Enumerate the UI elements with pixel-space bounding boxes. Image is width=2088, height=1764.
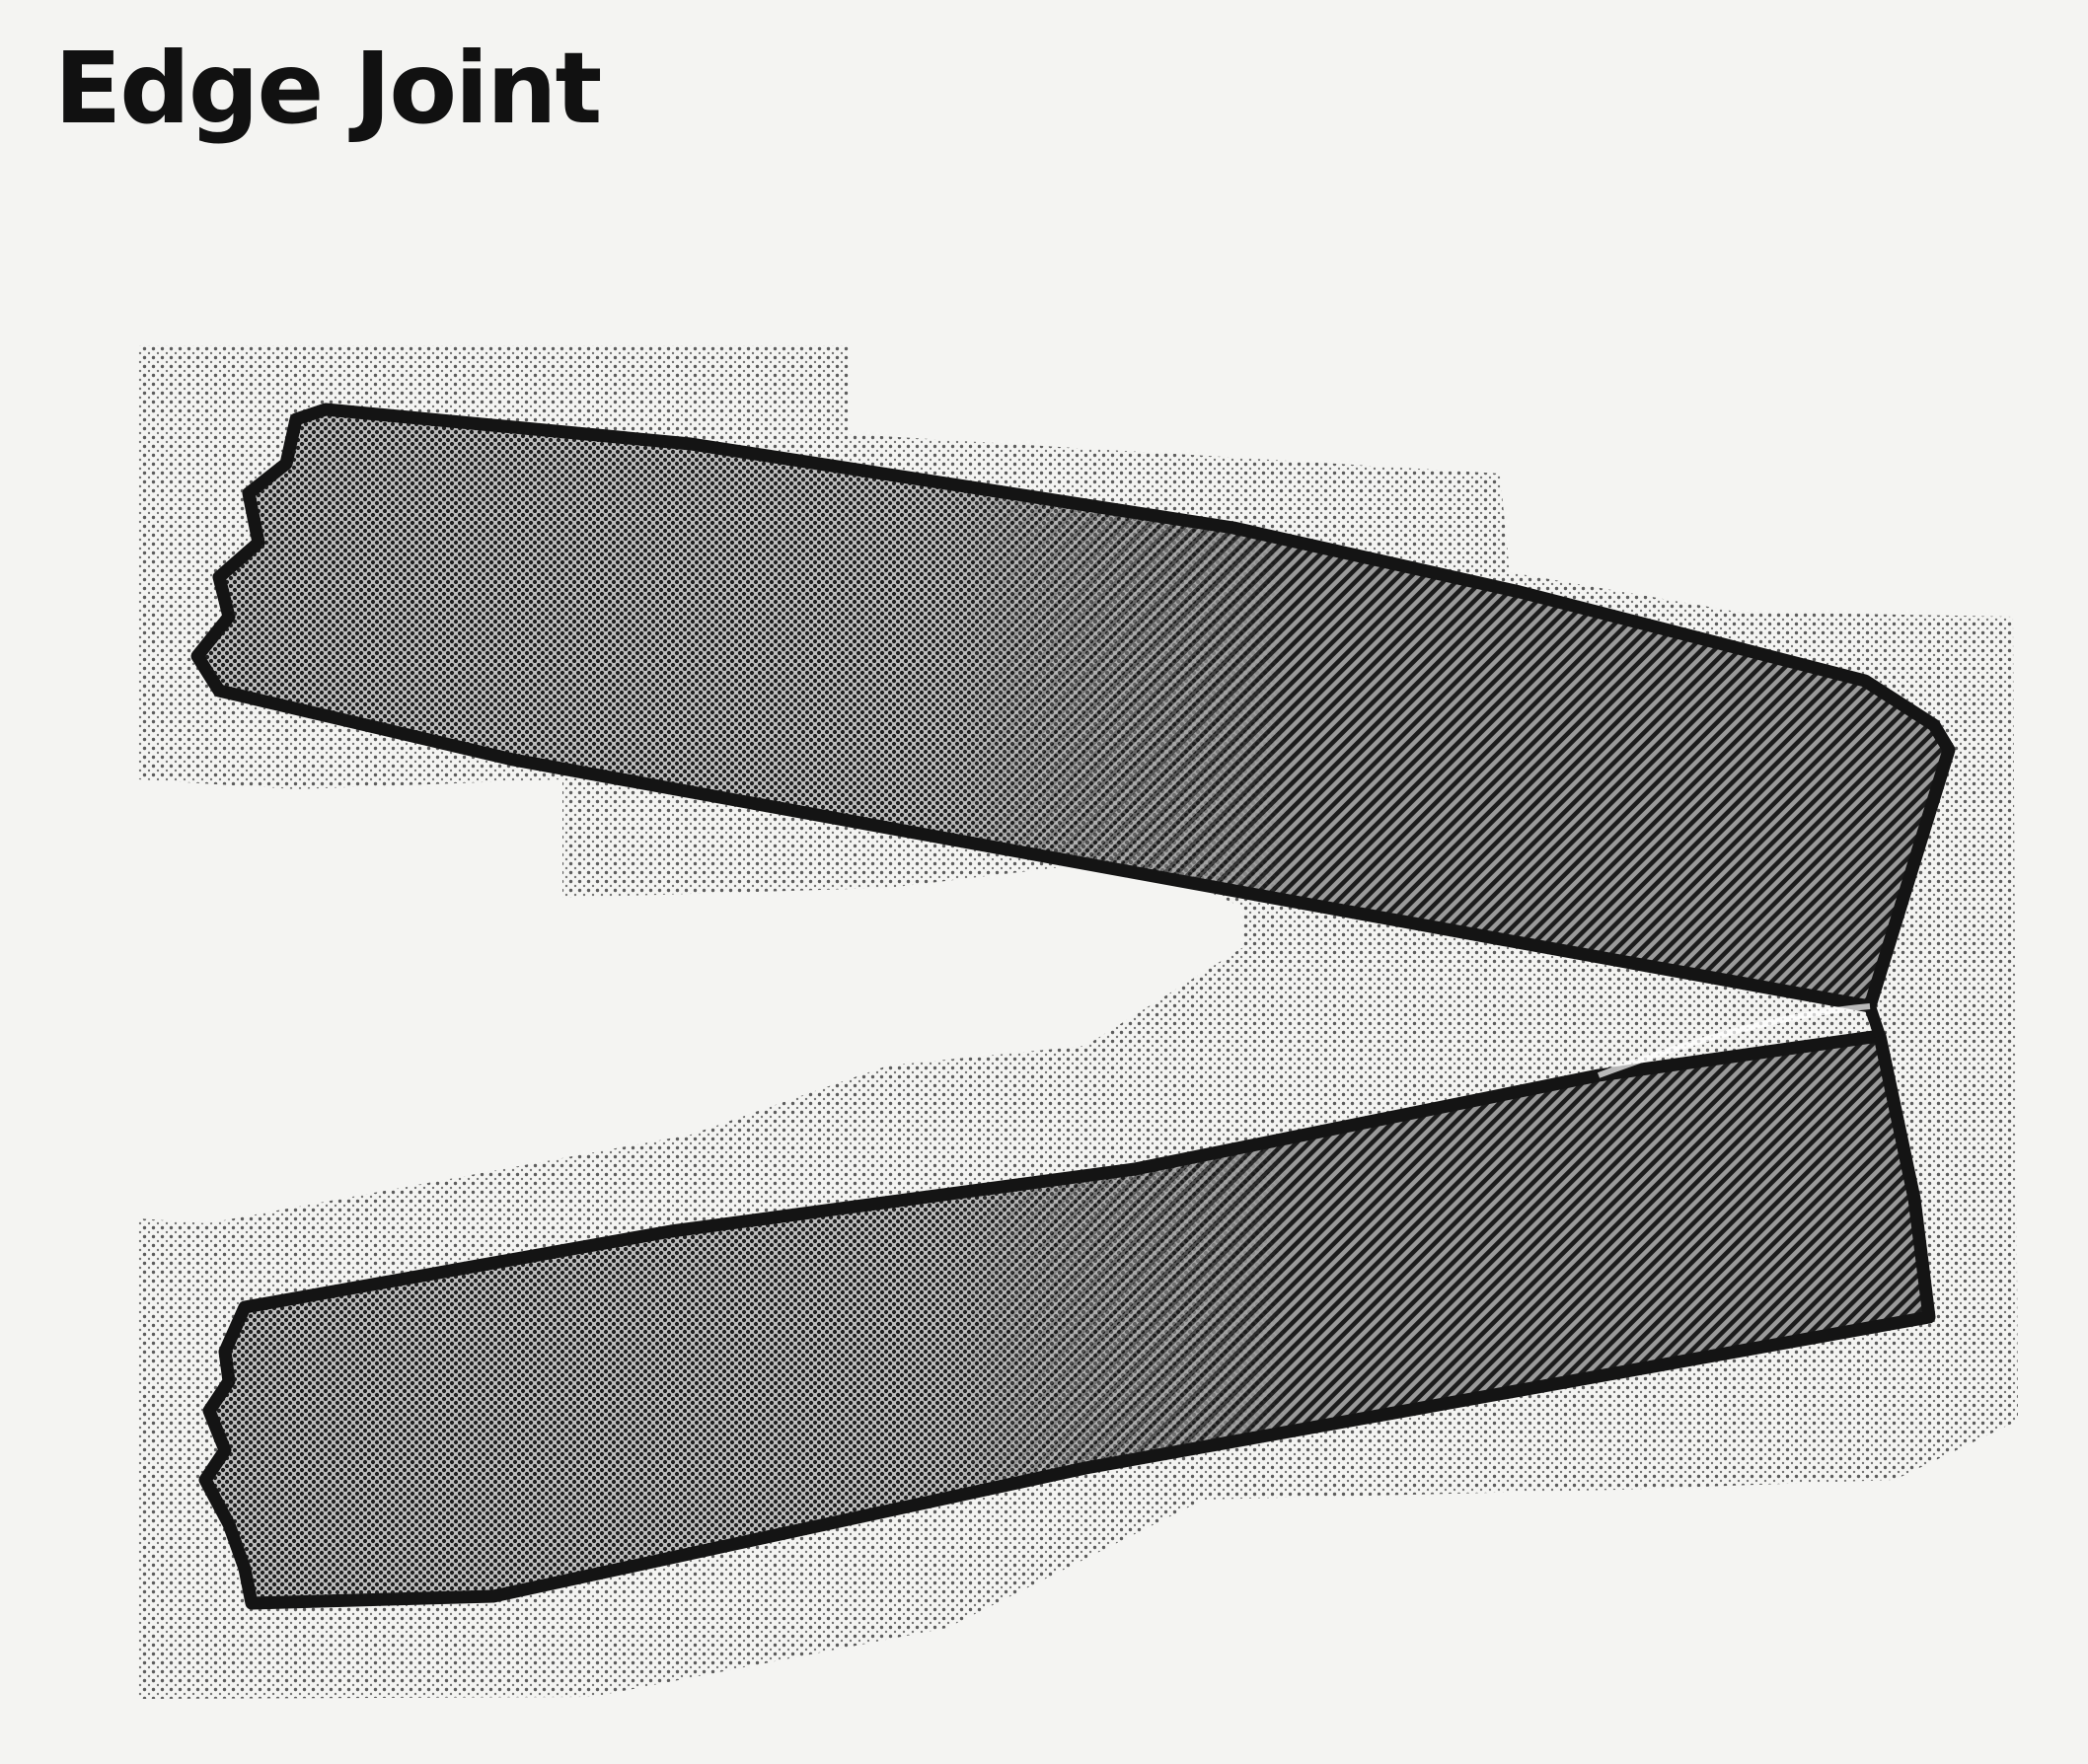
upper-plate-outline [190,403,1956,1013]
edge-joint-seam [1597,1003,1886,1078]
lower-plate-outline [198,1029,1936,1610]
figure-title: Edge Joint [54,31,602,146]
